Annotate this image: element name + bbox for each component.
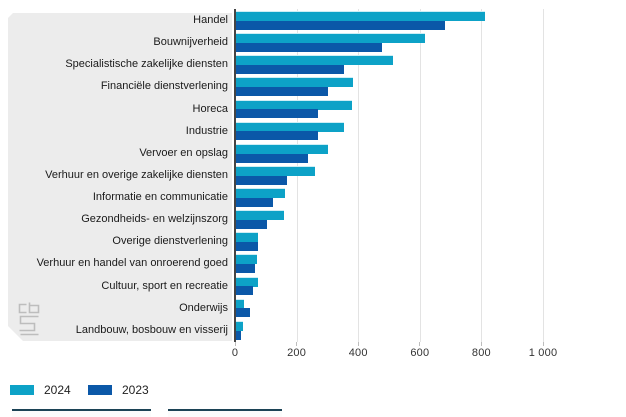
bar-2024-3 xyxy=(236,77,354,88)
y-axis-line xyxy=(234,9,236,342)
bar-2024-4 xyxy=(236,99,352,110)
x-axis-tick xyxy=(296,342,298,346)
category-label: Overige dienstverlening xyxy=(112,235,228,248)
category-label: Gezondheids- en welzijnszorg xyxy=(81,213,228,226)
category-label: Horeca xyxy=(192,102,228,115)
bar-2024-0 xyxy=(236,11,486,21)
x-axis-tick-label: 800 xyxy=(471,347,491,359)
bar-2023-8 xyxy=(236,197,273,207)
bar-2024-14 xyxy=(236,320,244,331)
gridline-800 xyxy=(481,9,483,342)
legend-item-2024: 2024 xyxy=(10,383,71,397)
category-label: Landbouw, bosbouw en visserij xyxy=(75,323,228,336)
footer-button-right[interactable] xyxy=(168,409,282,417)
x-axis-tick-label: 0 xyxy=(231,347,239,359)
category-label: Informatie en communicatie xyxy=(92,191,228,204)
legend-label-2024: 2024 xyxy=(44,383,71,397)
x-axis-tick xyxy=(542,342,544,346)
x-axis-tick xyxy=(357,342,359,346)
bar-2023-2 xyxy=(236,65,344,75)
legend-label-2023: 2023 xyxy=(122,383,149,397)
x-axis-tick-label: 600 xyxy=(410,347,430,359)
bar-2024-8 xyxy=(236,188,286,199)
bar-2024-1 xyxy=(236,33,426,44)
bar-2023-1 xyxy=(236,42,383,52)
cbs-logo-icon xyxy=(18,302,40,336)
category-label: Bouwnijverheid xyxy=(153,36,228,49)
bar-2023-6 xyxy=(236,153,309,163)
bar-2023-7 xyxy=(236,175,287,185)
bar-2023-3 xyxy=(236,87,329,97)
legend-swatch-2024 xyxy=(10,385,34,395)
bar-2023-10 xyxy=(236,242,258,252)
bar-2024-13 xyxy=(236,298,244,309)
bar-2023-5 xyxy=(236,131,318,141)
bar-2024-12 xyxy=(236,276,258,287)
bar-2023-4 xyxy=(236,109,318,119)
category-label: Financiële dienstverlening xyxy=(100,80,228,93)
category-label: Vervoer en opslag xyxy=(139,146,228,159)
category-label: Industrie xyxy=(185,124,228,137)
gridline-600 xyxy=(419,9,421,342)
category-label: Verhuur en overige zakelijke diensten xyxy=(45,168,228,181)
bar-2023-12 xyxy=(236,286,253,296)
x-axis-tick xyxy=(419,342,421,346)
legend-swatch-2023 xyxy=(88,385,112,395)
category-label: Verhuur en handel van onroerend goed xyxy=(36,257,228,270)
category-label: Handel xyxy=(193,14,228,26)
x-axis-tick xyxy=(234,342,236,346)
bar-2024-9 xyxy=(236,210,284,221)
x-axis-tick-label: 200 xyxy=(287,347,307,359)
bar-2024-10 xyxy=(236,232,259,243)
bar-2024-6 xyxy=(236,143,329,154)
gridline-1000 xyxy=(543,9,544,342)
bar-2023-0 xyxy=(236,20,446,30)
category-label-panel xyxy=(8,13,232,341)
gridline-400 xyxy=(358,9,360,342)
x-axis-tick-label: 1 000 xyxy=(528,347,558,359)
bar-2023-13 xyxy=(236,308,250,318)
legend-item-2023: 2023 xyxy=(88,383,149,397)
footer-button-left[interactable] xyxy=(12,409,151,417)
category-label: Onderwijs xyxy=(179,301,228,314)
bar-2024-5 xyxy=(236,121,344,132)
bar-2023-14 xyxy=(236,330,241,340)
bar-2024-7 xyxy=(236,165,315,176)
bar-2024-2 xyxy=(236,55,394,66)
bar-2023-9 xyxy=(236,219,267,229)
category-label: Specialistische zakelijke diensten xyxy=(65,58,228,71)
bar-2023-11 xyxy=(236,264,256,274)
x-axis-tick xyxy=(480,342,482,346)
bar-2024-11 xyxy=(236,254,257,265)
category-label: Cultuur, sport en recreatie xyxy=(101,279,228,292)
x-axis-tick-label: 400 xyxy=(348,347,368,359)
